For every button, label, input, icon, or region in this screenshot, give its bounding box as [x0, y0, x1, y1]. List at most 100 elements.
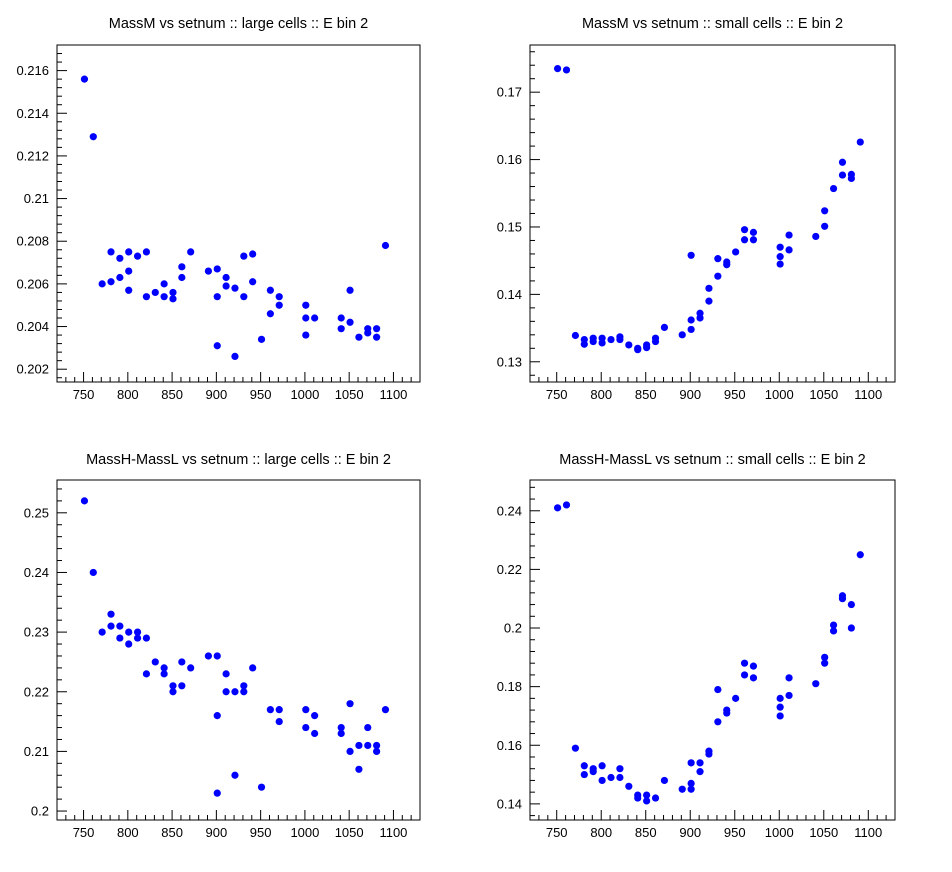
x-tick-label: 750 [546, 825, 568, 840]
data-point [687, 779, 695, 787]
x-tick-label: 1100 [379, 387, 407, 402]
data-point [275, 717, 283, 726]
data-point [705, 750, 713, 758]
x-tick-label: 850 [161, 387, 183, 402]
data-point [142, 634, 151, 642]
data-point [714, 272, 722, 280]
y-tick-label: 0.14 [497, 287, 522, 302]
data-point [142, 248, 151, 256]
data-point [776, 260, 784, 268]
data-point [169, 682, 177, 690]
data-point [785, 231, 793, 239]
data-point [125, 267, 133, 275]
data-point [607, 335, 615, 344]
data-point [749, 228, 758, 236]
data-point [302, 723, 310, 732]
x-tick-label: 1000 [765, 387, 794, 402]
x-tick-label: 800 [117, 387, 139, 402]
data-point [616, 765, 624, 773]
data-point [107, 610, 115, 618]
y-tick-label: 0.21 [24, 191, 49, 206]
data-point [553, 504, 562, 512]
data-point [660, 776, 669, 785]
data-point [687, 325, 695, 334]
data-point [311, 314, 319, 322]
data-point [151, 288, 159, 297]
data-point [740, 671, 749, 679]
data-point [740, 236, 749, 244]
data-point [275, 706, 283, 714]
data-point [257, 783, 266, 791]
data-point [133, 628, 142, 636]
data-point [107, 248, 115, 256]
data-point [776, 694, 784, 702]
x-tick-label: 850 [635, 387, 657, 402]
data-point [785, 674, 793, 682]
y-tick-label: 0.214 [16, 106, 49, 121]
data-point [678, 785, 686, 793]
x-tick-label: 1000 [290, 825, 319, 840]
data-point [133, 634, 142, 642]
x-tick-label: 900 [679, 825, 701, 840]
y-tick-label: 0.21 [24, 744, 49, 759]
data-point [723, 258, 731, 266]
data-point [829, 184, 838, 193]
data-point [302, 301, 310, 309]
data-point [169, 288, 177, 297]
x-tick-label: 750 [73, 387, 95, 402]
data-point [178, 682, 186, 690]
data-point [125, 248, 133, 256]
data-point [714, 718, 722, 726]
data-point [116, 622, 124, 630]
data-point [231, 284, 239, 292]
y-tick-label: 0.202 [16, 362, 49, 377]
data-point [160, 664, 168, 672]
data-point [696, 309, 704, 317]
chart-panel-4: MassH-MassL vs setnum :: small cells :: … [497, 452, 896, 840]
data-point [240, 688, 248, 696]
data-point [651, 334, 660, 342]
x-tick-label: 950 [250, 825, 272, 840]
data-point [821, 207, 829, 215]
data-point [838, 595, 847, 603]
data-point [812, 232, 820, 241]
data-point [821, 222, 829, 230]
x-tick-label: 1000 [290, 387, 319, 402]
data-point [346, 700, 354, 708]
data-point [98, 280, 106, 288]
data-point [580, 762, 588, 770]
x-tick-label: 1100 [854, 825, 882, 840]
data-point [607, 773, 615, 782]
y-tick-label: 0.25 [24, 505, 49, 520]
data-point [571, 744, 580, 752]
data-point [580, 335, 588, 344]
data-point [222, 273, 230, 282]
data-point [687, 316, 695, 324]
data-point [116, 634, 124, 642]
y-tick-label: 0.23 [24, 625, 49, 640]
y-tick-label: 0.204 [16, 319, 49, 334]
x-tick-label: 1050 [809, 825, 838, 840]
data-point [107, 278, 115, 286]
data-point [776, 243, 784, 251]
data-point [625, 782, 633, 790]
data-point [213, 652, 221, 660]
data-point [714, 685, 722, 694]
x-tick-label: 1050 [809, 387, 838, 402]
data-point [311, 729, 319, 738]
data-point [643, 791, 651, 799]
data-point [812, 680, 820, 688]
data-point [204, 652, 212, 660]
data-point [178, 658, 186, 666]
y-tick-label: 0.13 [497, 354, 522, 369]
x-tick-label: 800 [590, 387, 612, 402]
data-point [829, 621, 838, 629]
data-point [643, 797, 651, 805]
data-point [337, 314, 345, 322]
x-tick-label: 900 [206, 387, 228, 402]
data-point [142, 293, 151, 301]
data-point [222, 688, 230, 696]
data-point [373, 741, 381, 750]
data-point [678, 331, 686, 339]
